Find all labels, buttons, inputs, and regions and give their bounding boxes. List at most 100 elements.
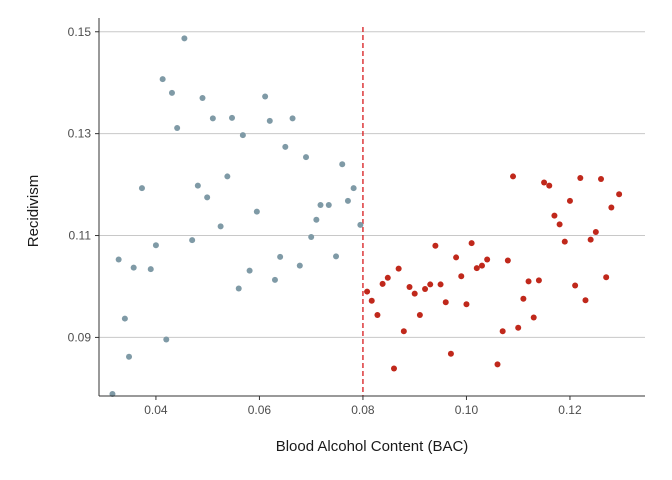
data-points [109, 35, 623, 397]
data-point-below-cutoff [262, 93, 269, 100]
data-point-above-cutoff [504, 257, 511, 264]
data-point-below-cutoff [266, 117, 273, 124]
grid-lines [99, 31, 645, 338]
data-point-below-cutoff [333, 253, 340, 260]
data-point-below-cutoff [115, 256, 122, 263]
data-point-below-cutoff [344, 197, 351, 204]
data-point-above-cutoff [427, 281, 434, 288]
y-tick-label: 0.09 [68, 330, 92, 344]
x-tick-label: 0.08 [351, 403, 375, 417]
data-point-above-cutoff [520, 295, 527, 302]
data-point-below-cutoff [229, 114, 236, 121]
data-point-above-cutoff [422, 286, 429, 293]
x-tick-label: 0.04 [144, 403, 168, 417]
data-point-below-cutoff [289, 115, 296, 122]
data-point-below-cutoff [159, 76, 166, 83]
data-point-above-cutoff [473, 265, 480, 272]
data-point-above-cutoff [379, 280, 386, 287]
data-point-below-cutoff [174, 125, 181, 132]
data-point-above-cutoff [582, 297, 589, 304]
data-point-below-cutoff [121, 315, 128, 322]
data-point-above-cutoff [572, 282, 579, 289]
data-point-below-cutoff [246, 267, 253, 274]
data-point-above-cutoff [541, 179, 548, 186]
y-tick-label: 0.15 [68, 25, 92, 39]
data-point-above-cutoff [416, 312, 423, 318]
data-point-below-cutoff [308, 234, 315, 241]
data-point-above-cutoff [442, 299, 449, 306]
data-point-above-cutoff [406, 283, 413, 290]
data-point-above-cutoff [437, 281, 444, 288]
data-point-below-cutoff [217, 223, 224, 230]
data-point-above-cutoff [587, 236, 594, 243]
data-point-above-cutoff [484, 256, 491, 263]
data-point-above-cutoff [400, 328, 407, 335]
data-point-above-cutoff [468, 240, 475, 247]
data-point-above-cutoff [463, 301, 470, 308]
data-point-below-cutoff [317, 201, 324, 208]
data-point-above-cutoff [411, 290, 418, 297]
data-point-below-cutoff [239, 132, 246, 139]
data-point-above-cutoff [515, 324, 522, 331]
data-point-below-cutoff [271, 276, 278, 283]
y-tick-label: 0.11 [69, 229, 92, 243]
data-point-below-cutoff [163, 336, 170, 343]
data-point-below-cutoff [313, 216, 320, 223]
data-point-below-cutoff [181, 35, 188, 42]
data-point-above-cutoff [364, 288, 371, 295]
data-point-above-cutoff [556, 221, 563, 228]
x-axis-title: Blood Alcohol Content (BAC) [276, 438, 469, 455]
x-tick-label: 0.10 [455, 403, 479, 417]
data-point-below-cutoff [303, 154, 310, 161]
y-tick-label: 0.13 [68, 127, 92, 141]
data-point-above-cutoff [390, 365, 397, 372]
data-point-below-cutoff [126, 353, 133, 360]
data-point-above-cutoff [499, 328, 506, 335]
data-point-above-cutoff [603, 274, 610, 281]
data-point-above-cutoff [374, 312, 381, 318]
data-point-above-cutoff [535, 277, 542, 284]
data-point-above-cutoff [510, 173, 517, 180]
data-point-below-cutoff [152, 242, 159, 249]
data-point-above-cutoff [525, 278, 532, 285]
data-point-above-cutoff [458, 273, 465, 280]
data-point-above-cutoff [530, 314, 537, 321]
data-point-below-cutoff [209, 115, 216, 122]
x-tick-label: 0.12 [558, 403, 582, 417]
data-point-below-cutoff [277, 253, 284, 260]
data-point-above-cutoff [384, 274, 391, 281]
data-point-below-cutoff [204, 194, 211, 201]
axes: 0.09 0.11 0.13 0.15 0.04 0.06 0.08 0.10 0.12 [68, 18, 645, 417]
data-point-below-cutoff [194, 182, 201, 189]
data-point-above-cutoff [546, 182, 553, 189]
data-point-above-cutoff [577, 174, 584, 181]
data-point-above-cutoff [592, 228, 599, 235]
data-point-above-cutoff [551, 212, 558, 219]
data-point-above-cutoff [368, 297, 375, 304]
data-point-below-cutoff [253, 208, 260, 215]
data-point-above-cutoff [447, 350, 454, 357]
data-point-below-cutoff [199, 94, 206, 101]
data-point-below-cutoff [138, 185, 145, 192]
data-point-below-cutoff [109, 390, 116, 397]
data-point-below-cutoff [282, 143, 289, 150]
data-point-below-cutoff [325, 201, 332, 208]
data-point-above-cutoff [478, 262, 485, 269]
x-tick-label: 0.06 [248, 403, 272, 417]
data-point-above-cutoff [608, 204, 615, 211]
data-point-below-cutoff [296, 262, 303, 269]
data-point-above-cutoff [453, 254, 460, 261]
data-point-below-cutoff [224, 173, 231, 180]
y-axis-title: Recidivism [25, 175, 42, 248]
data-point-above-cutoff [616, 191, 623, 198]
data-point-below-cutoff [189, 237, 196, 244]
data-point-below-cutoff [130, 264, 137, 271]
data-point-above-cutoff [494, 361, 501, 368]
data-point-above-cutoff [598, 175, 605, 182]
data-point-below-cutoff [339, 161, 346, 168]
data-point-above-cutoff [395, 265, 402, 272]
data-point-above-cutoff [566, 197, 573, 204]
data-point-below-cutoff [168, 89, 175, 96]
data-point-above-cutoff [561, 238, 568, 245]
